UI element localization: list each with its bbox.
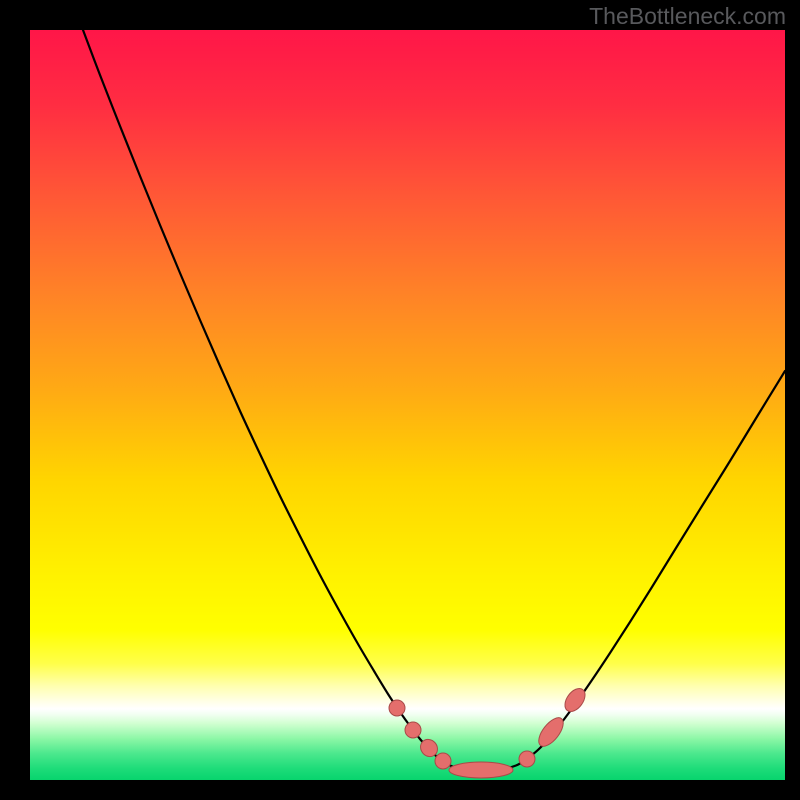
curve-marker-5 (519, 751, 535, 767)
gradient-background (30, 30, 785, 780)
curve-marker-4 (449, 762, 513, 778)
plot-area (30, 30, 785, 780)
chart-svg (30, 30, 785, 780)
watermark-text: TheBottleneck.com (589, 3, 786, 30)
curve-marker-0 (389, 700, 405, 716)
curve-marker-3 (435, 753, 451, 769)
curve-marker-1 (405, 722, 421, 738)
